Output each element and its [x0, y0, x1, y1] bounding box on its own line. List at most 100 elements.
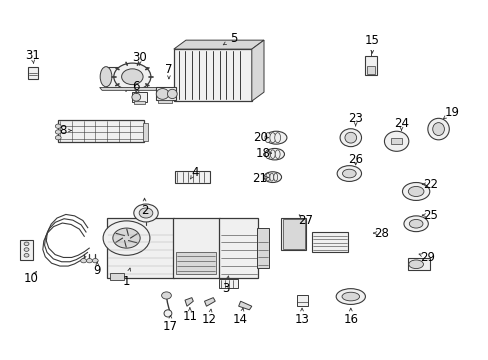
Text: 7: 7	[165, 63, 172, 76]
Text: 31: 31	[25, 49, 40, 62]
Polygon shape	[173, 40, 264, 49]
Bar	[311, 231, 347, 252]
Text: 8: 8	[60, 124, 67, 137]
Bar	[156, 87, 176, 100]
Text: 1: 1	[122, 275, 130, 288]
Bar	[134, 101, 144, 104]
Bar	[158, 100, 172, 103]
Bar	[366, 66, 374, 74]
Ellipse shape	[100, 67, 112, 87]
Ellipse shape	[167, 89, 177, 99]
Circle shape	[114, 63, 151, 90]
Text: 25: 25	[423, 209, 437, 222]
Bar	[142, 123, 148, 140]
Text: 5: 5	[230, 32, 237, 45]
Ellipse shape	[273, 173, 277, 181]
Text: 28: 28	[374, 226, 388, 239]
Circle shape	[81, 258, 86, 263]
Text: 23: 23	[347, 112, 363, 125]
Bar	[176, 252, 216, 274]
Text: 18: 18	[255, 147, 270, 159]
Bar	[107, 219, 174, 278]
Ellipse shape	[335, 289, 365, 305]
Ellipse shape	[269, 173, 273, 181]
Ellipse shape	[341, 292, 359, 301]
Bar	[257, 228, 269, 268]
Text: 6: 6	[132, 80, 140, 93]
Ellipse shape	[402, 183, 429, 201]
Bar	[173, 219, 219, 278]
Ellipse shape	[408, 260, 423, 269]
Text: 21: 21	[252, 172, 267, 185]
Bar	[365, 55, 376, 75]
Ellipse shape	[132, 93, 141, 101]
Circle shape	[24, 253, 29, 257]
Bar	[407, 258, 429, 270]
Ellipse shape	[274, 133, 280, 143]
Bar	[173, 49, 251, 101]
Text: 24: 24	[393, 117, 408, 130]
Ellipse shape	[264, 148, 284, 160]
Ellipse shape	[269, 133, 275, 143]
Text: 14: 14	[233, 312, 247, 326]
Ellipse shape	[270, 150, 275, 158]
Bar	[20, 240, 33, 260]
Polygon shape	[251, 40, 264, 101]
Text: 16: 16	[343, 312, 358, 326]
Ellipse shape	[427, 118, 448, 140]
Text: 13: 13	[294, 312, 309, 326]
Bar	[27, 67, 38, 79]
Text: 29: 29	[419, 251, 434, 264]
Ellipse shape	[342, 169, 355, 178]
Polygon shape	[184, 298, 193, 306]
Text: 26: 26	[347, 153, 363, 166]
Circle shape	[55, 124, 61, 129]
Text: 30: 30	[132, 51, 147, 64]
Text: 9: 9	[93, 264, 101, 277]
Circle shape	[24, 242, 29, 246]
Text: 10: 10	[23, 272, 38, 285]
Ellipse shape	[156, 89, 168, 99]
Text: 20: 20	[252, 131, 267, 144]
Ellipse shape	[384, 131, 408, 151]
Ellipse shape	[265, 150, 270, 158]
Text: 15: 15	[364, 34, 379, 48]
Circle shape	[122, 69, 143, 85]
Text: 12: 12	[202, 312, 217, 326]
Ellipse shape	[264, 133, 270, 143]
Ellipse shape	[264, 172, 281, 183]
Text: 3: 3	[222, 282, 229, 295]
Polygon shape	[100, 87, 158, 90]
Bar	[175, 171, 210, 183]
Circle shape	[161, 292, 171, 299]
Ellipse shape	[336, 166, 361, 181]
Ellipse shape	[403, 216, 427, 231]
Circle shape	[134, 204, 158, 222]
Text: 2: 2	[141, 204, 148, 217]
Bar	[390, 138, 402, 144]
Circle shape	[24, 248, 29, 251]
Text: 17: 17	[163, 320, 178, 333]
Ellipse shape	[339, 129, 361, 147]
Ellipse shape	[265, 131, 286, 144]
Ellipse shape	[265, 173, 269, 181]
Text: 11: 11	[182, 310, 197, 324]
Bar	[219, 279, 237, 288]
Text: 4: 4	[191, 166, 198, 179]
Circle shape	[103, 221, 150, 255]
Circle shape	[139, 208, 153, 218]
Ellipse shape	[275, 150, 280, 158]
Bar	[281, 219, 306, 250]
Ellipse shape	[407, 186, 423, 197]
Circle shape	[113, 228, 140, 248]
Polygon shape	[238, 301, 251, 310]
Text: 22: 22	[423, 178, 437, 191]
Circle shape	[55, 130, 61, 134]
Ellipse shape	[432, 123, 444, 135]
Bar	[110, 273, 124, 280]
Bar	[297, 296, 307, 306]
Bar	[219, 219, 258, 278]
Polygon shape	[204, 298, 215, 306]
Circle shape	[92, 258, 98, 263]
Bar	[132, 93, 147, 102]
